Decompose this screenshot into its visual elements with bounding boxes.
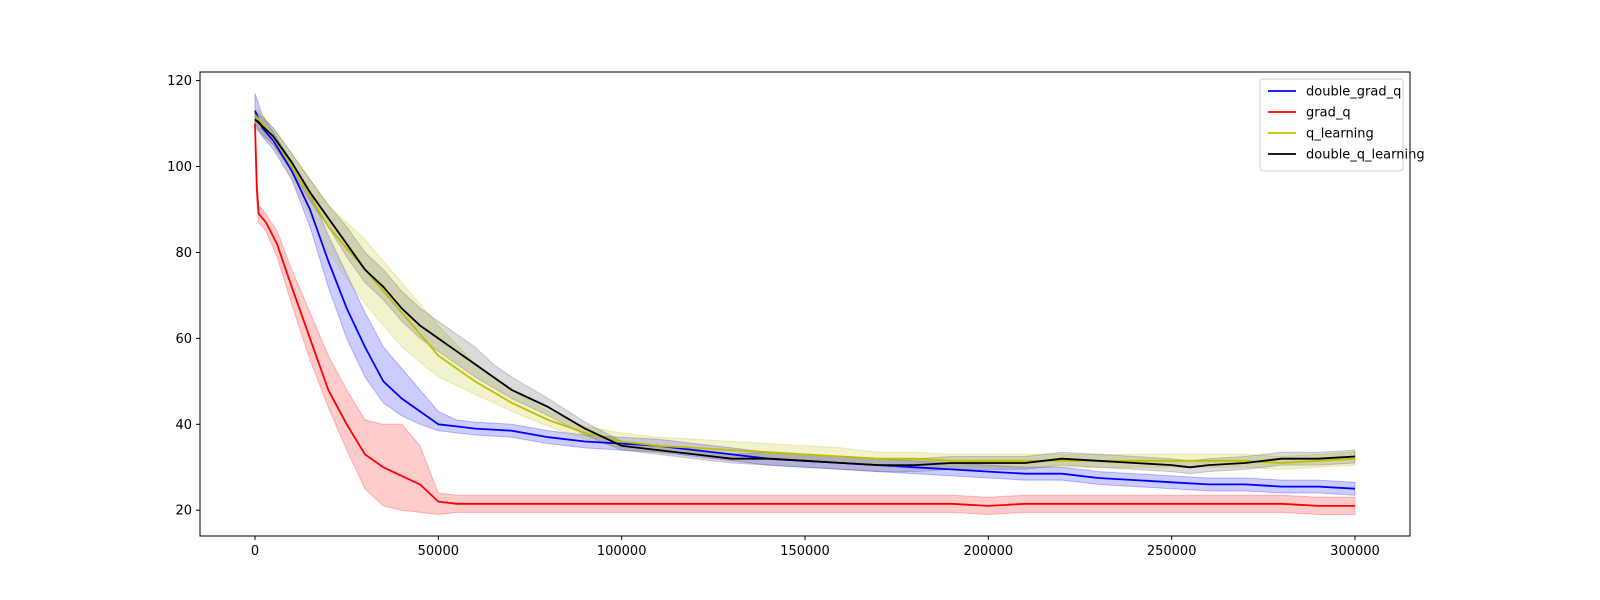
confidence-bands	[254, 93, 1356, 516]
legend-label-double_q_learning: double_q_learning	[1306, 148, 1425, 163]
series-line-double_grad_q	[254, 110, 1356, 490]
legend-label-double_grad_q: double_grad_q	[1306, 85, 1401, 100]
legend-label-q_learning: q_learning	[1306, 127, 1374, 142]
series-line-double_q_learning	[254, 118, 1356, 469]
series-lines	[254, 110, 1356, 507]
x-tick-label: 200000	[964, 544, 1014, 559]
y-tick-label: 100	[167, 160, 192, 175]
series-line-q_learning	[254, 114, 1356, 464]
y-tick-label: 40	[175, 418, 192, 433]
band-q_learning	[254, 105, 1356, 470]
x-tick-label: 300000	[1330, 544, 1380, 559]
series-line-grad_q	[254, 123, 1355, 507]
band-grad_q	[254, 110, 1356, 516]
x-tick-label: 100000	[597, 544, 647, 559]
y-tick-label: 80	[175, 246, 192, 261]
y-tick-label: 60	[175, 332, 192, 347]
legend: double_grad_q grad_q q_learning double_q_le…	[1259, 78, 1425, 172]
band-double_q_learning	[254, 109, 1356, 475]
y-axis: 20 40 60 80 100 120	[167, 74, 200, 519]
legend-box	[1259, 78, 1404, 172]
band-double_grad_q	[254, 93, 1356, 496]
x-tick-label: 0	[251, 544, 259, 559]
y-tick-label: 20	[175, 504, 192, 519]
x-tick-label: 250000	[1147, 544, 1197, 559]
x-tick-label: 150000	[780, 544, 830, 559]
y-tick-label: 120	[167, 74, 192, 89]
x-axis: 0 50000 100000 150000 200000 250000 300000	[251, 536, 1380, 559]
legend-label-grad_q: grad_q	[1306, 106, 1351, 121]
x-tick-label: 50000	[418, 544, 459, 559]
